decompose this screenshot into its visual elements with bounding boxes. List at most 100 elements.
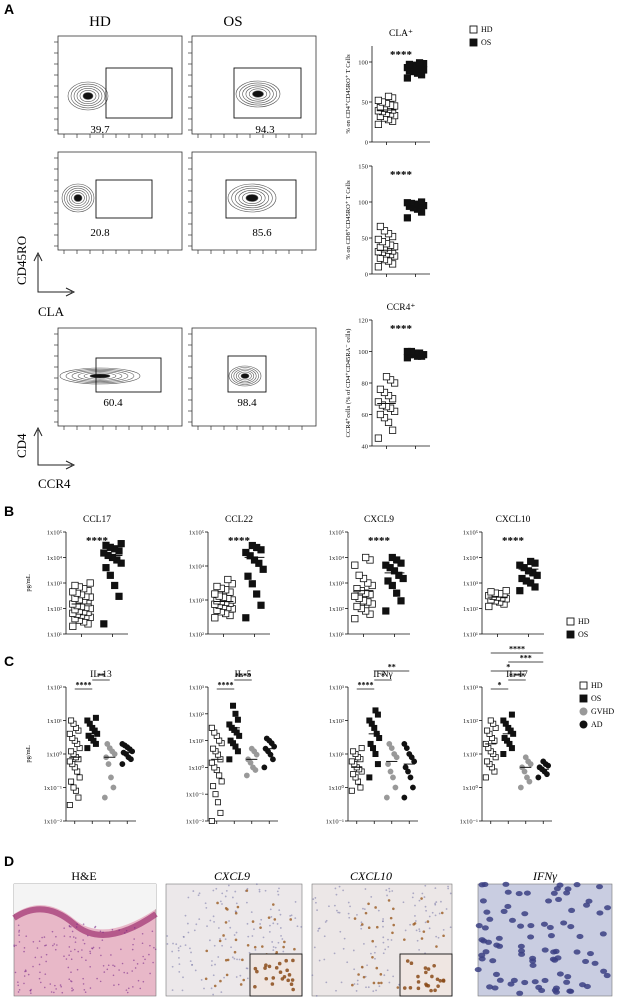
histology-cell (382, 920, 384, 923)
histology-cell (212, 974, 215, 977)
histology-cell (340, 981, 343, 984)
histology-cell (82, 977, 84, 980)
histology-cell (118, 929, 120, 931)
histology-cell (289, 914, 292, 917)
histology-cell (221, 903, 223, 905)
histology-cell (402, 901, 405, 904)
histology-cell (294, 901, 297, 903)
histology-cell (449, 926, 452, 929)
flow-col-label-hd: HD (89, 14, 111, 30)
histology-stain (364, 911, 368, 915)
histology-cell (220, 991, 223, 994)
histology-cell (496, 977, 504, 983)
data-point (68, 748, 75, 755)
data-point (401, 741, 408, 747)
histology-cell (259, 923, 261, 925)
histology-stain (391, 931, 394, 935)
histology-cell (235, 976, 238, 978)
histology-stain (239, 983, 243, 986)
flow-gate (105, 67, 173, 119)
histology-cell (507, 981, 515, 987)
histology-cell (96, 977, 98, 980)
histology-stain (245, 889, 249, 892)
histology-stain (224, 907, 228, 910)
histology-cell (431, 911, 434, 914)
data-point (362, 553, 370, 562)
histology-cell (550, 890, 558, 896)
histology-cell (89, 965, 91, 968)
histology-cell (383, 974, 386, 977)
histology-cell (39, 981, 42, 984)
chart-y-tick-label: 120 (358, 318, 368, 325)
data-point (248, 541, 256, 550)
histology-cell (172, 942, 174, 945)
chart-y-tick-label: 1x10¹ (47, 718, 62, 725)
histology-cell (142, 962, 145, 964)
histology-cell (192, 890, 195, 892)
chart-y-tick-label: 1x10¹ (329, 752, 344, 759)
histology-cell (233, 957, 236, 960)
scatter-chart: 1x10⁻¹1x10⁰1x10¹1x10²1x10³IL-17*********… (460, 645, 615, 826)
legend-label: OS (481, 38, 491, 47)
histology-cell (434, 887, 437, 889)
histology-cell (68, 925, 71, 928)
data-point (388, 745, 395, 752)
data-point (104, 741, 111, 747)
histology-cell (45, 960, 47, 963)
data-point (350, 771, 357, 778)
chart-y-tick-label: 50 (362, 100, 369, 107)
histology-cell (541, 977, 549, 984)
histology-cell (89, 952, 92, 955)
histology-stain (259, 926, 262, 929)
flow-axis-arrows-2 (33, 426, 76, 470)
histology-stain (287, 973, 292, 977)
data-point (384, 418, 393, 426)
histology-cell (126, 972, 129, 974)
histology-stain (213, 984, 217, 988)
histology-cell (72, 936, 75, 938)
histology-cell (206, 925, 208, 928)
histology-cell (36, 947, 39, 949)
scatter-chart: 0 50 100 150 % on CD8⁺CD45RO⁺ T Cells **** (345, 164, 430, 279)
histology-cell (318, 959, 321, 962)
flow-gate (95, 357, 162, 393)
histology-cell (181, 989, 184, 992)
data-point (242, 614, 250, 622)
histology-cell (212, 889, 215, 892)
histology-cell (435, 935, 438, 938)
histology-cell (290, 914, 293, 917)
chart-y-tick-label: 1x10⁻¹ (460, 819, 478, 826)
histology-cell (221, 944, 224, 947)
chart-y-tick-label: 1x10⁻² (186, 819, 204, 826)
histology-cell (347, 912, 350, 915)
histology-cell (382, 941, 385, 944)
significance-label: **** (235, 672, 251, 681)
chart-title: CCL17 (83, 515, 111, 525)
chart-y-tick-label: 1x10⁰ (328, 784, 344, 792)
data-point (405, 60, 414, 69)
histology-cell (148, 953, 150, 956)
flow-contour (242, 84, 274, 104)
data-point (230, 702, 237, 709)
histology-cell (231, 956, 234, 959)
histology-cell (34, 956, 37, 959)
data-point (244, 572, 252, 580)
data-point (376, 222, 385, 231)
histology-cell (478, 952, 486, 958)
significance-label: **** (218, 681, 234, 690)
histology-cell (435, 901, 438, 903)
histology-cell (219, 900, 222, 903)
histology-cell (212, 993, 215, 996)
histology-cell (246, 887, 249, 890)
data-point (102, 541, 110, 549)
flow-gate-value: 60.4 (103, 397, 123, 409)
data-point (111, 581, 119, 590)
histology-cell (70, 950, 72, 953)
histology-cell (141, 942, 144, 945)
histology-cell (437, 936, 440, 939)
histology-cell (515, 890, 523, 897)
data-point (403, 214, 411, 222)
histology-cell (99, 930, 102, 933)
histology-cell (258, 890, 261, 893)
histology-cell (418, 930, 421, 933)
